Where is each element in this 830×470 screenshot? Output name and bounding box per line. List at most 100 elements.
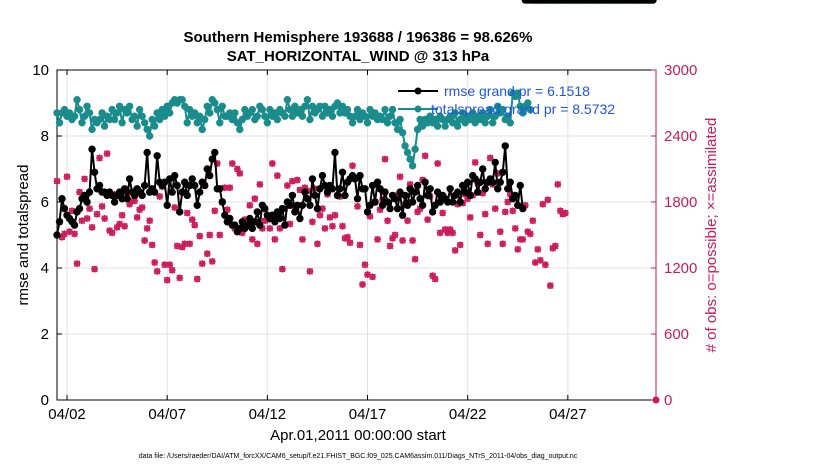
spread-point <box>263 119 272 127</box>
obs-assimilated-marker <box>61 230 68 238</box>
spread-point <box>248 105 257 114</box>
spread-point <box>191 109 199 117</box>
obs-assimilated-marker <box>118 211 126 219</box>
obs-assimilated-marker <box>539 200 547 208</box>
obs-assimilated-marker <box>141 237 149 244</box>
rmse-point <box>516 181 524 190</box>
rmse-point <box>176 208 184 216</box>
spread-point <box>238 115 247 124</box>
obs-assimilated-marker <box>233 165 241 173</box>
spread-point <box>236 125 244 134</box>
rmse-point <box>268 211 277 219</box>
obs-assimilated-marker <box>354 203 361 210</box>
rmse-point <box>256 221 264 229</box>
rmse-point <box>446 185 454 193</box>
spread-point <box>411 145 419 153</box>
obs-assimilated-marker <box>151 259 159 266</box>
rmse-point <box>298 201 307 210</box>
obs-assimilated-marker <box>186 240 194 248</box>
obs-assimilated-marker <box>273 172 281 179</box>
rmse-point <box>183 191 191 200</box>
rmse-series <box>53 0 657 239</box>
rmse-point <box>286 201 294 210</box>
rmse-point <box>80 191 89 200</box>
rmse-point <box>83 198 91 206</box>
obs-assimilated-marker <box>156 193 164 200</box>
obs-assimilated-marker <box>268 160 276 167</box>
obs-assimilated-marker <box>544 196 552 204</box>
rmse-point <box>386 204 394 213</box>
rmse-point <box>170 171 179 180</box>
obs-assimilated-marker <box>464 195 472 203</box>
spread-point <box>158 105 166 114</box>
x-tick-label: 04/17 <box>349 406 387 423</box>
obs-assimilated-marker <box>228 160 236 167</box>
spread-point <box>196 112 204 120</box>
spread-point <box>356 115 364 124</box>
obs-assimilated-marker <box>344 233 351 241</box>
rmse-point <box>218 198 226 206</box>
chart-title: Southern Hemisphere 193688 / 196386 = 98… <box>184 29 533 46</box>
spread-point <box>198 125 206 134</box>
rmse-point <box>58 195 66 203</box>
spread-point <box>241 105 249 114</box>
spread-point <box>80 112 89 120</box>
obs-assimilated-marker <box>436 229 444 237</box>
spread-point <box>476 115 484 124</box>
spread-point <box>321 102 329 111</box>
obs-assimilated-marker <box>178 243 186 251</box>
obs-assimilated-marker <box>176 274 184 282</box>
rmse-point <box>403 201 412 210</box>
obs-assimilated-marker <box>431 275 439 283</box>
rmse-point <box>306 201 314 210</box>
obs-assimilated-marker <box>511 225 519 232</box>
y-left-tick-label: 4 <box>41 260 49 277</box>
rmse-point <box>165 175 174 183</box>
obs-assimilated-marker <box>271 236 279 243</box>
spread-point <box>283 96 292 104</box>
rmse-point <box>479 165 487 173</box>
spread-point <box>361 112 369 120</box>
rmse-point <box>231 221 239 229</box>
y-right-tick-label: 1200 <box>664 260 697 277</box>
obs-assimilated-marker <box>561 209 569 217</box>
spread-point <box>291 102 299 111</box>
spread-point <box>55 119 64 127</box>
obs-assimilated-marker <box>116 220 124 228</box>
obs-assimilated-marker <box>429 272 437 280</box>
legend: rmse grand pr = 6.1518 totalspread grand… <box>398 83 615 117</box>
obs-assimilated-marker <box>288 177 296 185</box>
rmse-point <box>143 148 151 157</box>
obs-assimilated-marker <box>479 189 487 197</box>
obs-assimilated-marker <box>63 173 71 181</box>
rmse-point <box>351 175 359 183</box>
rmse-point <box>221 211 229 219</box>
rmse-point <box>423 191 432 200</box>
rmse-point <box>261 204 269 213</box>
x-tick-label: 04/12 <box>249 406 287 423</box>
rmse-point <box>291 208 299 216</box>
rmse-point <box>436 198 444 206</box>
rmse-point <box>85 188 94 196</box>
obs-assimilated-marker <box>339 222 346 230</box>
obs-assimilated-marker <box>366 212 374 220</box>
rmse-point <box>353 195 362 203</box>
obs-assimilated-marker <box>536 256 544 264</box>
spread-point <box>398 129 407 137</box>
rmse-point <box>338 168 347 177</box>
obs-assimilated-marker <box>481 210 489 218</box>
y-right-tick-label: 3000 <box>664 62 697 79</box>
rmse-point <box>381 188 389 196</box>
spread-point <box>468 109 477 117</box>
obs-assimilated-marker <box>213 160 221 167</box>
obs-assimilated-marker <box>286 220 294 228</box>
rmse-point <box>481 185 489 193</box>
rmse-point <box>466 191 474 200</box>
spread-point <box>273 115 282 124</box>
obs-assimilated-marker <box>501 208 509 216</box>
obs-assimilated-marker <box>248 236 256 243</box>
spread-point <box>366 105 374 114</box>
obs-assimilated-marker <box>504 198 512 206</box>
spread-point <box>481 119 489 127</box>
x-tick-label: 04/22 <box>449 406 487 423</box>
